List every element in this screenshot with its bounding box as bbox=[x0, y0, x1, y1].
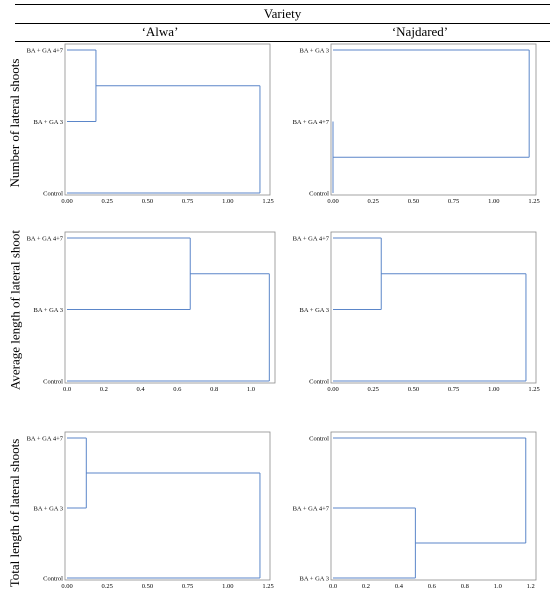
leaf-label: BA + GA 3 bbox=[34, 506, 64, 513]
x-tick-label: 0.00 bbox=[327, 198, 338, 205]
x-tick-label: 0.75 bbox=[182, 198, 193, 205]
x-tick-label: 1.0 bbox=[247, 386, 255, 393]
x-tick-label: 0.00 bbox=[61, 198, 72, 205]
leaf-label: BA + GA 3 bbox=[34, 307, 64, 314]
top-rule bbox=[15, 4, 550, 5]
x-tick-label: 0.8 bbox=[461, 583, 469, 590]
x-tick-label: 0.50 bbox=[142, 198, 153, 205]
x-tick-label: 1.25 bbox=[528, 386, 539, 393]
x-tick-label: 0.6 bbox=[173, 386, 182, 393]
leaf-label: BA + GA 4+7 bbox=[293, 236, 330, 243]
x-tick-label: 0.2 bbox=[362, 583, 370, 590]
leaf-label: BA + GA 3 bbox=[34, 119, 64, 126]
x-tick-label: 1.25 bbox=[528, 198, 539, 205]
panel-frame bbox=[330, 43, 537, 196]
panel-frame bbox=[64, 431, 271, 581]
x-tick-label: 0.25 bbox=[368, 386, 379, 393]
panel-frame bbox=[64, 43, 271, 196]
variety-header: Variety bbox=[263, 6, 302, 21]
leaf-label: BA + GA 4+7 bbox=[293, 119, 330, 126]
leaf-label: Control bbox=[309, 436, 329, 443]
panel-frame bbox=[330, 431, 537, 581]
x-tick-label: 0.0 bbox=[329, 583, 337, 590]
x-tick-label: 1.00 bbox=[222, 198, 233, 205]
x-tick-label: 0.25 bbox=[102, 198, 113, 205]
x-tick-label: 0.50 bbox=[142, 583, 153, 590]
x-tick-label: 1.25 bbox=[262, 583, 273, 590]
mid-rule bbox=[15, 23, 550, 24]
x-tick-label: 0.4 bbox=[395, 583, 404, 590]
panel-frame bbox=[330, 231, 537, 384]
x-tick-label: 0.00 bbox=[327, 386, 338, 393]
leaf-label: BA + GA 3 bbox=[300, 48, 330, 55]
x-tick-label: 1.0 bbox=[494, 583, 502, 590]
leaf-label: BA + GA 4+7 bbox=[27, 48, 64, 55]
x-tick-label: 1.00 bbox=[488, 198, 499, 205]
leaf-label: BA + GA 4+7 bbox=[27, 236, 64, 243]
x-tick-label: 1.2 bbox=[527, 583, 535, 590]
column-header-najdared: ‘Najdared’ bbox=[391, 24, 449, 39]
x-tick-label: 0.75 bbox=[182, 583, 193, 590]
x-tick-label: 0.25 bbox=[368, 198, 379, 205]
x-tick-label: 0.75 bbox=[448, 198, 459, 205]
x-tick-label: 0.8 bbox=[210, 386, 218, 393]
leaf-label: BA + GA 4+7 bbox=[27, 436, 64, 443]
x-tick-label: 0.6 bbox=[428, 583, 437, 590]
x-tick-label: 0.75 bbox=[448, 386, 459, 393]
leaf-label: Control bbox=[309, 191, 329, 198]
leaf-label: BA + GA 3 bbox=[300, 576, 330, 583]
leaf-label: Control bbox=[309, 379, 329, 386]
panel-frame bbox=[64, 231, 276, 384]
x-tick-label: 1.00 bbox=[488, 386, 499, 393]
x-tick-label: 0.4 bbox=[137, 386, 146, 393]
leaf-label: BA + GA 4+7 bbox=[293, 506, 330, 513]
leaf-label: BA + GA 3 bbox=[300, 307, 330, 314]
x-tick-label: 0.50 bbox=[408, 386, 419, 393]
x-tick-label: 1.00 bbox=[222, 583, 233, 590]
x-tick-label: 0.50 bbox=[408, 198, 419, 205]
x-tick-label: 0.00 bbox=[61, 583, 72, 590]
x-tick-label: 0.0 bbox=[63, 386, 71, 393]
leaf-label: Control bbox=[43, 191, 63, 198]
leaf-label: Control bbox=[43, 576, 63, 583]
x-tick-label: 1.25 bbox=[262, 198, 273, 205]
bottom-rule bbox=[15, 41, 550, 42]
x-tick-label: 0.25 bbox=[102, 583, 113, 590]
column-header-alwa: ‘Alwa’ bbox=[141, 24, 179, 39]
leaf-label: Control bbox=[43, 379, 63, 386]
x-tick-label: 0.2 bbox=[100, 386, 108, 393]
